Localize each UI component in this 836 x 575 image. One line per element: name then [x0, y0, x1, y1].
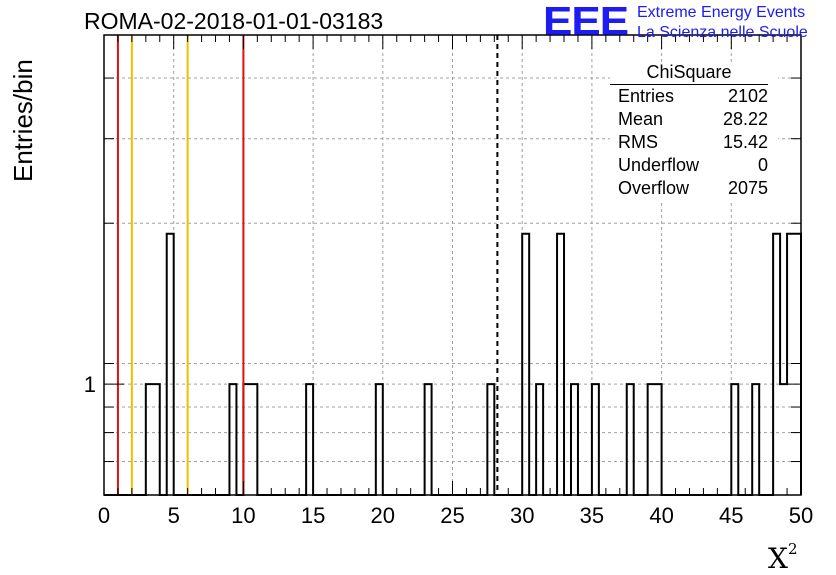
- histogram-bin: [592, 384, 599, 495]
- x-axis-label-text: X: [768, 542, 788, 575]
- stats-row-rms: RMS 15.42: [610, 131, 778, 154]
- stats-label: Overflow: [618, 178, 690, 198]
- histogram-bin: [627, 384, 634, 495]
- histogram-bin: [167, 234, 174, 495]
- histogram-bin: [425, 384, 432, 495]
- stats-value: 2102: [727, 86, 768, 106]
- x-tick-label: 30: [510, 503, 534, 528]
- stats-value: 15.42: [722, 132, 768, 152]
- stats-value: 0: [757, 155, 768, 175]
- y-tick-label: 1: [84, 372, 96, 397]
- stats-label: Mean: [618, 109, 664, 129]
- histogram-bin: [153, 384, 160, 495]
- stats-row-mean: Mean 28.22: [610, 108, 778, 131]
- x-tick-label: 40: [649, 503, 673, 528]
- stats-row-overflow: Overflow 2075: [610, 177, 778, 200]
- histogram-bin: [787, 234, 794, 495]
- chart-title: ROMA-02-2018-01-01-03183: [84, 8, 384, 34]
- x-tick-label: 35: [580, 503, 604, 528]
- histogram-bin: [773, 234, 780, 495]
- histogram-bin: [780, 384, 787, 495]
- x-tick-label: 10: [231, 503, 255, 528]
- eee-logo: EEE: [543, 0, 629, 44]
- x-tick-label: 50: [789, 503, 813, 528]
- stats-label: RMS: [618, 132, 658, 152]
- histogram-bin: [648, 384, 655, 495]
- histogram-bin: [536, 384, 543, 495]
- stats-label: Underflow: [618, 155, 700, 175]
- histogram-bin: [557, 234, 564, 495]
- histogram-bin: [522, 234, 529, 495]
- histogram-bin: [571, 384, 578, 495]
- histogram-bin: [146, 384, 153, 495]
- histogram-bin: [731, 384, 738, 495]
- x-axis-label: X2: [768, 540, 797, 575]
- histogram-bin: [250, 384, 257, 495]
- histogram-bin: [655, 384, 662, 495]
- histogram-bin: [376, 384, 383, 495]
- histogram-bin: [487, 384, 494, 495]
- stats-label: Entries: [618, 86, 675, 106]
- stats-value: 2075: [727, 178, 768, 198]
- histogram-bin: [752, 384, 759, 495]
- stats-value: 28.22: [722, 109, 768, 129]
- stats-box: ChiSquare Entries 2102 Mean 28.22 RMS 15.42…: [610, 62, 778, 200]
- histogram-bin: [794, 234, 801, 495]
- stats-row-entries: Entries 2102: [610, 85, 778, 108]
- stats-title: ChiSquare: [610, 62, 768, 85]
- x-axis-label-superscript: 2: [787, 540, 798, 558]
- histogram-bin: [229, 384, 236, 495]
- axis-ticks: 0 5 10 15 20 25 30 35 40 45 50 1: [84, 35, 813, 528]
- x-tick-label: 45: [719, 503, 743, 528]
- stats-row-underflow: Underflow 0: [610, 154, 778, 177]
- x-tick-label: 0: [98, 503, 110, 528]
- histogram-bin: [306, 384, 313, 495]
- histogram-bin: [243, 384, 250, 495]
- reference-lines: [116, 35, 499, 495]
- x-tick-label: 20: [371, 503, 395, 528]
- logo-line-2: La Scienza nelle Scuole: [637, 24, 808, 41]
- x-tick-label: 5: [168, 503, 180, 528]
- y-axis-label: Entries/bin: [8, 59, 38, 182]
- x-tick-label: 15: [301, 503, 325, 528]
- logo-line-1: Extreme Energy Events: [637, 4, 806, 21]
- x-tick-label: 25: [440, 503, 464, 528]
